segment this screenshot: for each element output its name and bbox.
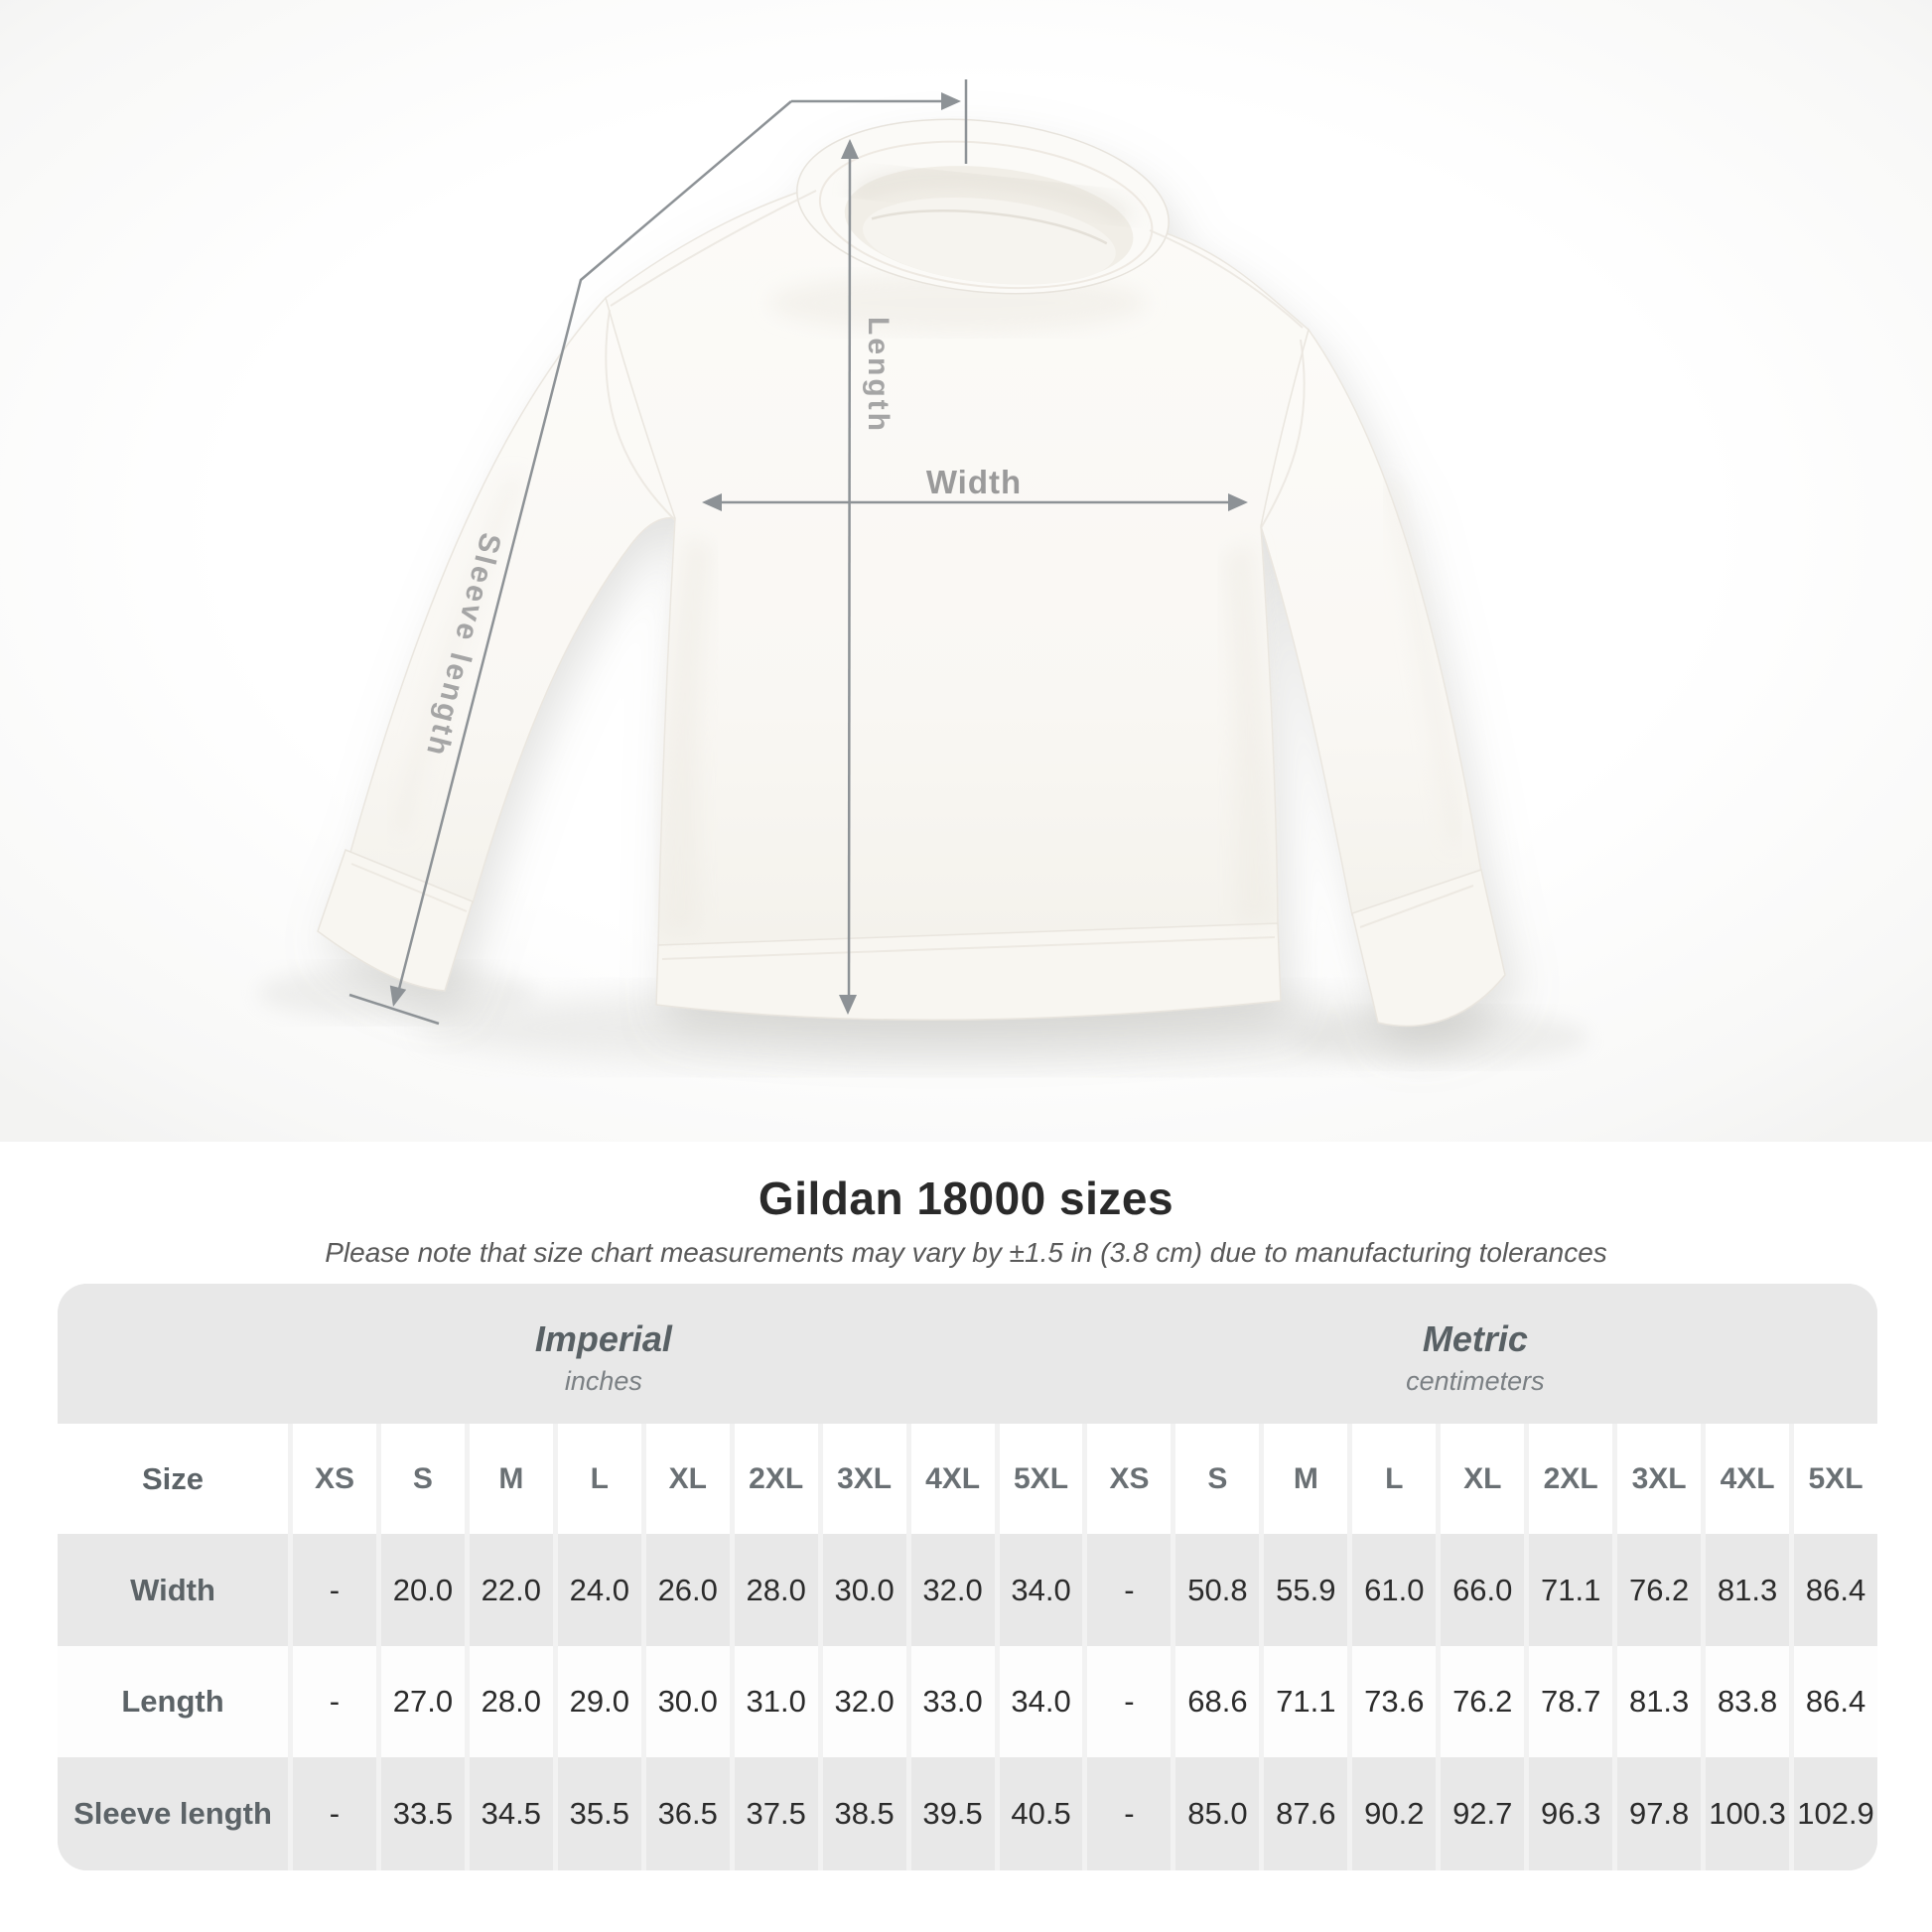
- table-cell-imperial: -: [293, 1757, 376, 1870]
- table-cell-metric: 100.3: [1706, 1757, 1790, 1870]
- imperial-label: Imperial: [534, 1318, 672, 1359]
- size-header-imperial: 4XL: [910, 1424, 995, 1534]
- size-header-metric: 4XL: [1706, 1424, 1790, 1534]
- table-cell-imperial: 20.0: [380, 1534, 465, 1646]
- length-line: [847, 150, 852, 1004]
- table-cell-imperial: 34.0: [999, 1534, 1083, 1646]
- size-table-grid: Size XS S M L XL 2XL 3XL 4XL 5XL XS S M L XL 2XL 3XL 4XL 5…: [58, 1424, 1877, 1870]
- size-header-imperial: M: [469, 1424, 553, 1534]
- table-cell-metric: 81.3: [1706, 1534, 1790, 1646]
- page-title: Gildan 18000 sizes: [758, 1173, 1174, 1224]
- table-cell-imperial: 26.0: [645, 1534, 730, 1646]
- table-cell-imperial: 38.5: [822, 1757, 906, 1870]
- table-cell-metric: 76.2: [1441, 1646, 1525, 1757]
- size-header-imperial: XL: [645, 1424, 730, 1534]
- table-cell-metric: 102.9: [1794, 1757, 1877, 1870]
- size-col-header: Size: [58, 1424, 288, 1534]
- table-cell-metric: 78.7: [1529, 1646, 1613, 1757]
- size-header-metric: L: [1352, 1424, 1437, 1534]
- sleeve-length-line: [395, 100, 792, 998]
- table-cell-imperial: 28.0: [469, 1646, 553, 1757]
- size-header-metric: XS: [1087, 1424, 1172, 1534]
- table-cell-metric: 66.0: [1441, 1534, 1525, 1646]
- table-cell-metric: 90.2: [1352, 1757, 1437, 1870]
- size-header-imperial: 5XL: [999, 1424, 1083, 1534]
- size-header-imperial: XS: [293, 1424, 376, 1534]
- table-cell-metric: 61.0: [1352, 1534, 1437, 1646]
- table-cell-imperial: 37.5: [734, 1757, 818, 1870]
- size-header-metric: XL: [1441, 1424, 1525, 1534]
- table-cell-imperial: -: [293, 1646, 376, 1757]
- table-cell-imperial: 22.0: [469, 1534, 553, 1646]
- table-cell-metric: 85.0: [1175, 1757, 1260, 1870]
- table-cell-imperial: 24.0: [557, 1534, 641, 1646]
- table-cell-metric: 86.4: [1794, 1646, 1877, 1757]
- size-header-metric: 2XL: [1529, 1424, 1613, 1534]
- table-cell-imperial: 29.0: [557, 1646, 641, 1757]
- size-header-metric: M: [1264, 1424, 1348, 1534]
- table-cell-imperial: 36.5: [645, 1757, 730, 1870]
- table-cell-imperial: 27.0: [380, 1646, 465, 1757]
- size-header-imperial: S: [380, 1424, 465, 1534]
- table-cell-metric: 50.8: [1175, 1534, 1260, 1646]
- size-header-imperial: 2XL: [734, 1424, 818, 1534]
- table-cell-imperial: 33.5: [380, 1757, 465, 1870]
- sweatshirt: [317, 118, 1506, 1028]
- unit-band: Imperial inches Metric centimeters: [58, 1284, 1877, 1424]
- row-label: Sleeve length: [58, 1757, 288, 1870]
- table-cell-metric: 87.6: [1264, 1757, 1348, 1870]
- tolerance-note: Please note that size chart measurements…: [325, 1237, 1607, 1268]
- measurement-lines: [348, 79, 1236, 1026]
- table-cell-metric: 92.7: [1441, 1757, 1525, 1870]
- table-cell-metric: 68.6: [1175, 1646, 1260, 1757]
- table-cell-imperial: 35.5: [557, 1757, 641, 1870]
- table-cell-imperial: 34.0: [999, 1646, 1083, 1757]
- table-cell-metric: 71.1: [1529, 1534, 1613, 1646]
- table-cell-metric: -: [1087, 1534, 1172, 1646]
- product-photo: Length Width Sleeve length: [0, 0, 1932, 1142]
- width-measure-label: Width: [925, 464, 1023, 500]
- size-header-imperial: L: [557, 1424, 641, 1534]
- row-label: Length: [58, 1646, 288, 1757]
- collar: [796, 118, 1170, 295]
- cuff-tick-line: [348, 993, 440, 1026]
- arrowheads: [389, 92, 1248, 1015]
- size-header-metric: 3XL: [1617, 1424, 1702, 1534]
- table-cell-metric: 86.4: [1794, 1534, 1877, 1646]
- size-header-imperial: 3XL: [822, 1424, 906, 1534]
- length-measure-label: Length: [862, 317, 895, 434]
- table-cell-metric: 96.3: [1529, 1757, 1613, 1870]
- table-cell-imperial: 39.5: [910, 1757, 995, 1870]
- metric-unit: centimeters: [1406, 1366, 1545, 1396]
- table-cell-metric: 73.6: [1352, 1646, 1437, 1757]
- table-cell-imperial: -: [293, 1534, 376, 1646]
- table-cell-imperial: 33.0: [910, 1646, 995, 1757]
- sweatshirt-illustration: [0, 0, 1932, 1142]
- table-cell-imperial: 34.5: [469, 1757, 553, 1870]
- metric-unit-group: Metric centimeters: [1406, 1284, 1545, 1428]
- size-header-metric: 5XL: [1794, 1424, 1877, 1534]
- metric-label: Metric: [1422, 1318, 1528, 1359]
- table-cell-metric: -: [1087, 1757, 1172, 1870]
- size-header-metric: S: [1175, 1424, 1260, 1534]
- table-cell-imperial: 30.0: [822, 1534, 906, 1646]
- table-cell-imperial: 40.5: [999, 1757, 1083, 1870]
- size-table: Imperial inches Metric centimeters Size X…: [58, 1284, 1877, 1870]
- table-cell-imperial: 28.0: [734, 1534, 818, 1646]
- seam-lines: [350, 190, 1474, 960]
- table-cell-metric: -: [1087, 1646, 1172, 1757]
- imperial-unit-group: Imperial inches: [535, 1284, 672, 1428]
- imperial-unit: inches: [564, 1366, 642, 1396]
- table-cell-metric: 97.8: [1617, 1757, 1702, 1870]
- table-cell-imperial: 32.0: [910, 1534, 995, 1646]
- table-cell-metric: 81.3: [1617, 1646, 1702, 1757]
- table-cell-metric: 55.9: [1264, 1534, 1348, 1646]
- table-cell-imperial: 32.0: [822, 1646, 906, 1757]
- row-label: Width: [58, 1534, 288, 1646]
- table-cell-metric: 76.2: [1617, 1534, 1702, 1646]
- table-cell-imperial: 30.0: [645, 1646, 730, 1757]
- table-cell-metric: 83.8: [1706, 1646, 1790, 1757]
- table-cell-imperial: 31.0: [734, 1646, 818, 1757]
- table-cell-metric: 71.1: [1264, 1646, 1348, 1757]
